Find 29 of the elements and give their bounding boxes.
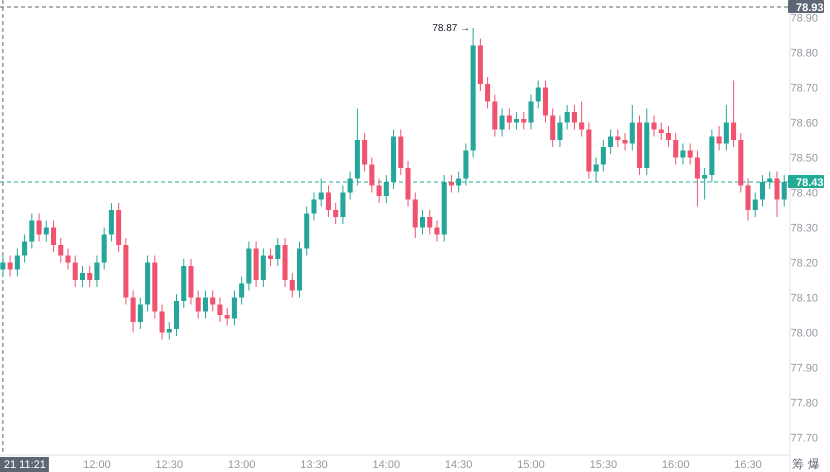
annotation: 78.87 → [432,23,470,34]
y-tick-label: 78.90 [790,12,818,24]
y-tick-label: 77.80 [790,398,818,410]
y-tick-label: 77.90 [790,362,818,374]
ref-line-label: 78.43 [796,177,824,189]
y-tick-label: 78.40 [790,188,818,200]
x-tick-label: 14:00 [372,459,400,471]
y-tick-label: 78.50 [790,152,818,164]
y-tick-label: 78.60 [790,118,818,130]
x-tick-label: 16:00 [662,459,690,471]
x-tick-label: 16:30 [734,459,762,471]
x-tick-label: 13:30 [300,459,328,471]
y-tick-label: 78.20 [790,258,818,270]
y-tick-label: 78.30 [790,222,818,234]
y-tick-label: 77.70 [790,432,818,444]
ref-line-label: 21 11:21 [4,459,46,471]
x-tick-label: 12:00 [83,459,111,471]
x-tick-label: 15:00 [517,459,545,471]
text: 爆 [808,457,820,471]
y-tick-label: 78.80 [790,48,818,60]
x-tick-label: 13:00 [228,459,256,471]
y-tick-label: 78.70 [790,82,818,94]
ref-line-label: 78.93 [796,2,824,14]
x-tick-label: 14:30 [444,459,472,471]
text: 筹 [792,457,804,471]
x-tick-label: 15:30 [590,459,618,471]
y-tick-label: 78.00 [790,328,818,340]
y-tick-label: 78.10 [790,292,818,304]
x-tick-label: 12:30 [156,459,184,471]
